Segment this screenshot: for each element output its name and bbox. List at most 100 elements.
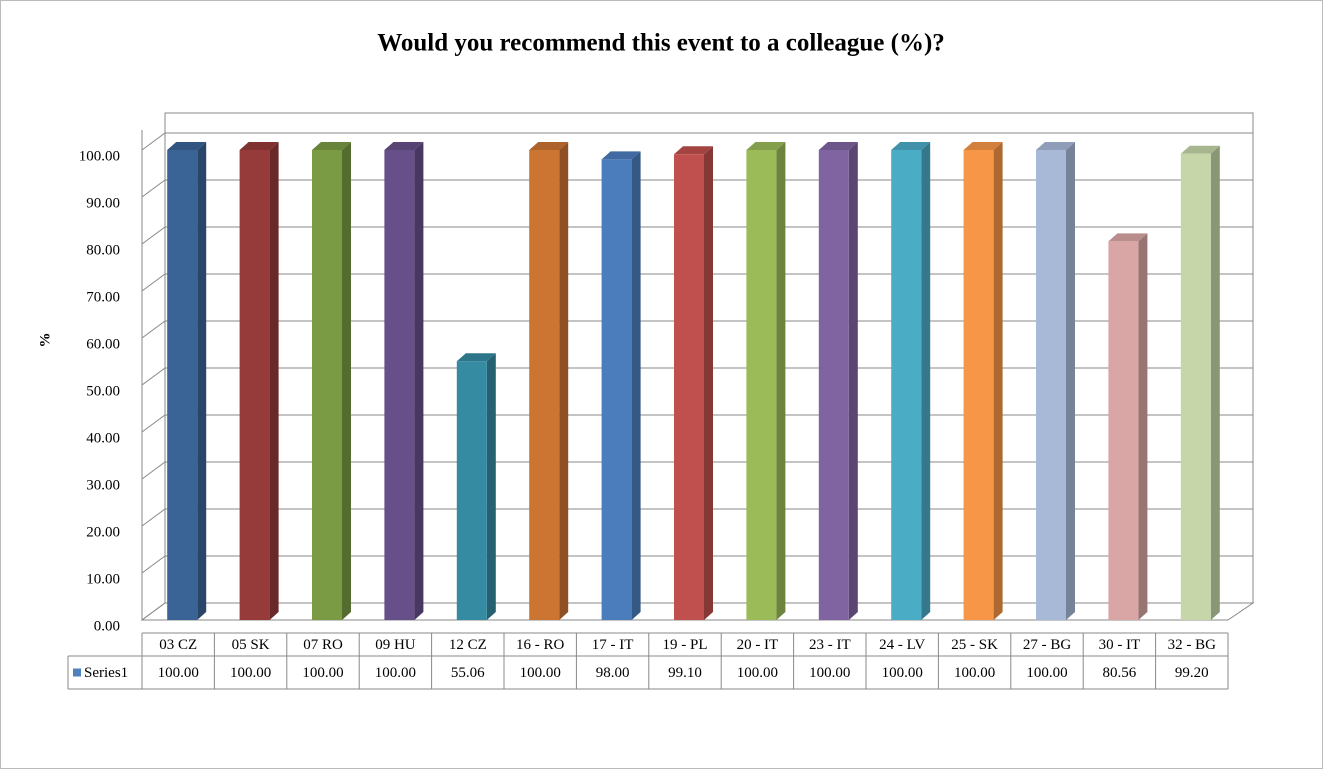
- x-tick-label: 27 - BG: [1023, 637, 1072, 653]
- bar-top: [312, 142, 351, 150]
- y-tick-label: 40.00: [86, 430, 120, 446]
- y-tick-label: 80.00: [86, 242, 120, 258]
- y-tick-label: 60.00: [86, 336, 120, 352]
- grid-line: [141, 273, 1253, 292]
- legend-label: Series1: [84, 665, 128, 681]
- value-label: 100.00: [375, 665, 416, 681]
- bar-top: [167, 142, 207, 150]
- grid-line: [141, 226, 1253, 245]
- y-tick-label: 100.00: [79, 148, 120, 164]
- y-tick-label: 10.00: [86, 571, 120, 587]
- bar-side: [342, 142, 351, 620]
- x-tick-label: 20 - IT: [737, 637, 779, 653]
- bar-top: [529, 142, 569, 150]
- x-tick-label: 09 HU: [375, 637, 416, 653]
- value-label: 100.00: [520, 665, 561, 681]
- bar-side: [269, 142, 279, 620]
- grid-line: [141, 508, 1253, 527]
- bar: [1036, 150, 1066, 620]
- bar: [529, 150, 560, 620]
- y-tick-label: 20.00: [86, 524, 120, 540]
- value-label: 100.00: [954, 665, 995, 681]
- bar: [891, 150, 922, 620]
- bar: [818, 150, 849, 620]
- x-tick-label: 25 - SK: [951, 637, 998, 653]
- value-label: 100.00: [737, 665, 778, 681]
- value-label: 100.00: [1026, 665, 1067, 681]
- y-tick-label: 70.00: [86, 289, 120, 305]
- bar: [674, 154, 704, 621]
- bar-side: [921, 142, 931, 620]
- bar-side: [848, 142, 858, 620]
- bar-top: [1036, 142, 1075, 150]
- x-tick-label: 05 SK: [232, 637, 270, 653]
- value-label: 99.10: [668, 665, 702, 681]
- x-tick-label: 19 - PL: [663, 637, 708, 653]
- y-axis-label: %: [37, 333, 53, 348]
- grid-line: [141, 179, 1253, 198]
- grid-line: [141, 602, 1253, 621]
- x-tick-label: 32 - BG: [1168, 637, 1217, 653]
- grid-line: [141, 555, 1253, 574]
- bar: [456, 361, 487, 620]
- x-tick-label: 03 CZ: [159, 637, 197, 653]
- x-tick-label: 30 - IT: [1099, 637, 1141, 653]
- bar-top: [456, 353, 496, 362]
- bar-top: [1180, 145, 1220, 154]
- bar: [167, 150, 198, 620]
- grid-line: [141, 461, 1253, 480]
- grid-line: [141, 320, 1253, 339]
- x-tick-label: 12 CZ: [449, 637, 487, 653]
- bar-side: [414, 142, 424, 620]
- bar-top: [818, 142, 858, 150]
- bar-side: [776, 142, 786, 620]
- bar: [601, 159, 632, 620]
- bar-side: [1066, 142, 1075, 620]
- x-tick-label: 23 - IT: [809, 637, 851, 653]
- grid-line: [141, 414, 1253, 433]
- bar-side: [993, 142, 1003, 620]
- bar-side: [559, 142, 569, 620]
- value-label: 100.00: [882, 665, 923, 681]
- bar-top: [1108, 233, 1148, 242]
- value-label: 55.06: [451, 665, 485, 681]
- bar-top: [891, 142, 931, 150]
- y-tick-label: 30.00: [86, 477, 120, 493]
- bar: [312, 150, 342, 620]
- value-label: 99.20: [1175, 665, 1209, 681]
- bar-top: [746, 142, 786, 150]
- value-label: 100.00: [809, 665, 850, 681]
- bar-side: [197, 142, 207, 620]
- bar-top: [601, 151, 641, 160]
- bar-side: [1210, 145, 1220, 620]
- x-tick-label: 16 - RO: [516, 637, 565, 653]
- bar: [384, 150, 415, 620]
- bar-top: [963, 142, 1003, 150]
- bar-side: [704, 146, 713, 621]
- bar-top: [384, 142, 424, 150]
- value-label: 98.00: [596, 665, 630, 681]
- x-tick-label: 17 - IT: [592, 637, 634, 653]
- x-tick-label: 07 RO: [303, 637, 343, 653]
- grid-line: [141, 132, 1253, 151]
- grid-line: [141, 367, 1253, 386]
- bar-side: [486, 353, 496, 620]
- y-tick-label: 0.00: [94, 618, 120, 634]
- legend-swatch: [73, 668, 81, 677]
- value-label: 100.00: [230, 665, 271, 681]
- value-label: 100.00: [158, 665, 199, 681]
- y-tick-label: 90.00: [86, 195, 120, 211]
- x-tick-label: 24 - LV: [879, 637, 925, 653]
- bar: [963, 150, 994, 620]
- bar-side: [1138, 233, 1148, 621]
- value-label: 100.00: [302, 665, 343, 681]
- y-tick-label: 50.00: [86, 383, 120, 399]
- value-label: 80.56: [1103, 665, 1137, 681]
- bar: [239, 150, 270, 620]
- bar-top: [239, 142, 279, 150]
- bar-side: [631, 151, 641, 620]
- bar: [1180, 153, 1211, 620]
- chart-title: Would you recommend this event to a coll…: [377, 30, 945, 57]
- bar: [1108, 241, 1139, 621]
